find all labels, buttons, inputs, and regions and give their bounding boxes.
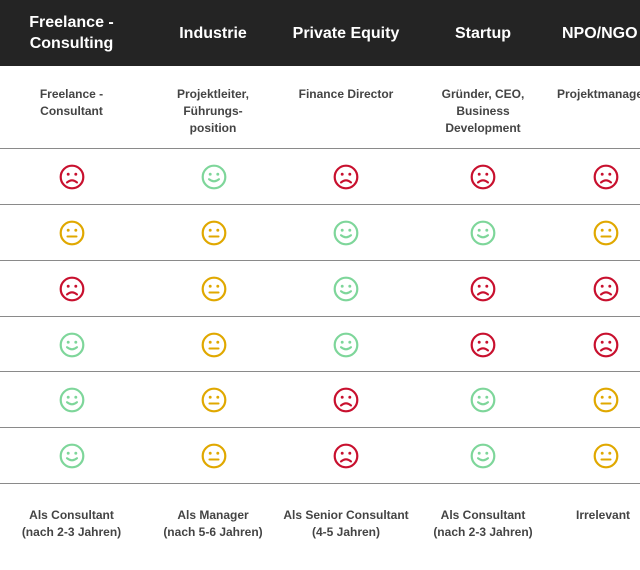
role-line: position (189, 121, 237, 135)
role-industrie: Projektleiter, Führungs- position (143, 86, 283, 137)
sad-face-icon (470, 164, 496, 190)
neutral-face-icon (201, 332, 227, 358)
role-line: Freelance - (39, 87, 104, 101)
footer-industrie: Als Manager (nach 5-6 Jahren) (143, 507, 283, 541)
footer-line: Irrelevant (576, 508, 631, 522)
footer-npo-ngo: Irrelevant (576, 507, 640, 524)
sad-face-icon (593, 332, 619, 358)
neutral-face-icon (201, 220, 227, 246)
happy-face-icon (470, 220, 496, 246)
happy-face-icon (333, 276, 359, 302)
happy-face-icon (470, 443, 496, 469)
happy-face-icon (201, 164, 227, 190)
footer-line: (nach 5-6 Jahren) (163, 525, 263, 539)
role-line: Führungs- (183, 104, 243, 118)
footer-freelance: Als Consultant (nach 2-3 Jahren) (0, 507, 143, 541)
row-divider (0, 148, 640, 149)
footer-line: (4-5 Jahren) (311, 525, 381, 539)
column-header-line: Private Equity (292, 24, 400, 42)
happy-face-icon (333, 332, 359, 358)
column-header-line: Industrie (179, 24, 247, 42)
role-npo-ngo: Projektmanager (557, 86, 640, 103)
column-header-startup: Startup (413, 0, 553, 66)
sad-face-icon (333, 443, 359, 469)
neutral-face-icon (201, 443, 227, 469)
footer-line: Als Consultant (29, 508, 114, 522)
row-divider (0, 260, 640, 261)
sad-face-icon (470, 276, 496, 302)
row-divider (0, 371, 640, 372)
role-private-equity: Finance Director (276, 86, 416, 103)
sad-face-icon (593, 276, 619, 302)
role-line: Projektleiter, (176, 87, 250, 101)
sad-face-icon (59, 276, 85, 302)
column-header-line: Consulting (29, 35, 114, 52)
footer-line: (nach 2-3 Jahren) (21, 525, 122, 539)
neutral-face-icon (593, 387, 619, 413)
column-header-private-equity: Private Equity (276, 0, 416, 66)
sad-face-icon (333, 387, 359, 413)
footer-line: Als Consultant (440, 508, 526, 522)
happy-face-icon (470, 387, 496, 413)
row-divider (0, 483, 640, 484)
column-header-industrie: Industrie (143, 0, 283, 66)
sad-face-icon (59, 164, 85, 190)
column-header-freelance: Freelance - Consulting (0, 0, 143, 66)
neutral-face-icon (201, 276, 227, 302)
column-header-line: Freelance - (29, 14, 114, 31)
neutral-face-icon (59, 220, 85, 246)
happy-face-icon (59, 387, 85, 413)
happy-face-icon (333, 220, 359, 246)
row-divider (0, 316, 640, 317)
row-divider (0, 427, 640, 428)
row-divider (0, 204, 640, 205)
neutral-face-icon (593, 220, 619, 246)
neutral-face-icon (593, 443, 619, 469)
footer-line: Als Senior Consultant (283, 508, 409, 522)
role-line: Finance Director (298, 87, 394, 101)
table-header: Freelance - Consulting Industrie Private … (0, 0, 640, 66)
footer-line: (nach 2-3 Jahren) (433, 525, 533, 539)
footer-startup: Als Consultant (nach 2-3 Jahren) (413, 507, 553, 541)
role-line: Business (456, 104, 510, 118)
footer-private-equity: Als Senior Consultant (4-5 Jahren) (276, 507, 416, 541)
role-line: Gründer, CEO, (441, 87, 525, 101)
footer-line: Als Manager (177, 508, 249, 522)
happy-face-icon (59, 443, 85, 469)
role-line: Projektmanager (557, 87, 640, 101)
sad-face-icon (593, 164, 619, 190)
sad-face-icon (333, 164, 359, 190)
happy-face-icon (59, 332, 85, 358)
sad-face-icon (470, 332, 496, 358)
column-header-line: Startup (455, 24, 511, 42)
column-header-line: NPO/NGO (562, 24, 638, 42)
role-line: Development (445, 121, 521, 135)
column-header-npo-ngo: NPO/NGO (562, 0, 640, 66)
role-freelance: Freelance - Consultant (0, 86, 143, 120)
role-startup: Gründer, CEO, Business Development (413, 86, 553, 137)
neutral-face-icon (201, 387, 227, 413)
role-line: Consultant (40, 104, 103, 118)
